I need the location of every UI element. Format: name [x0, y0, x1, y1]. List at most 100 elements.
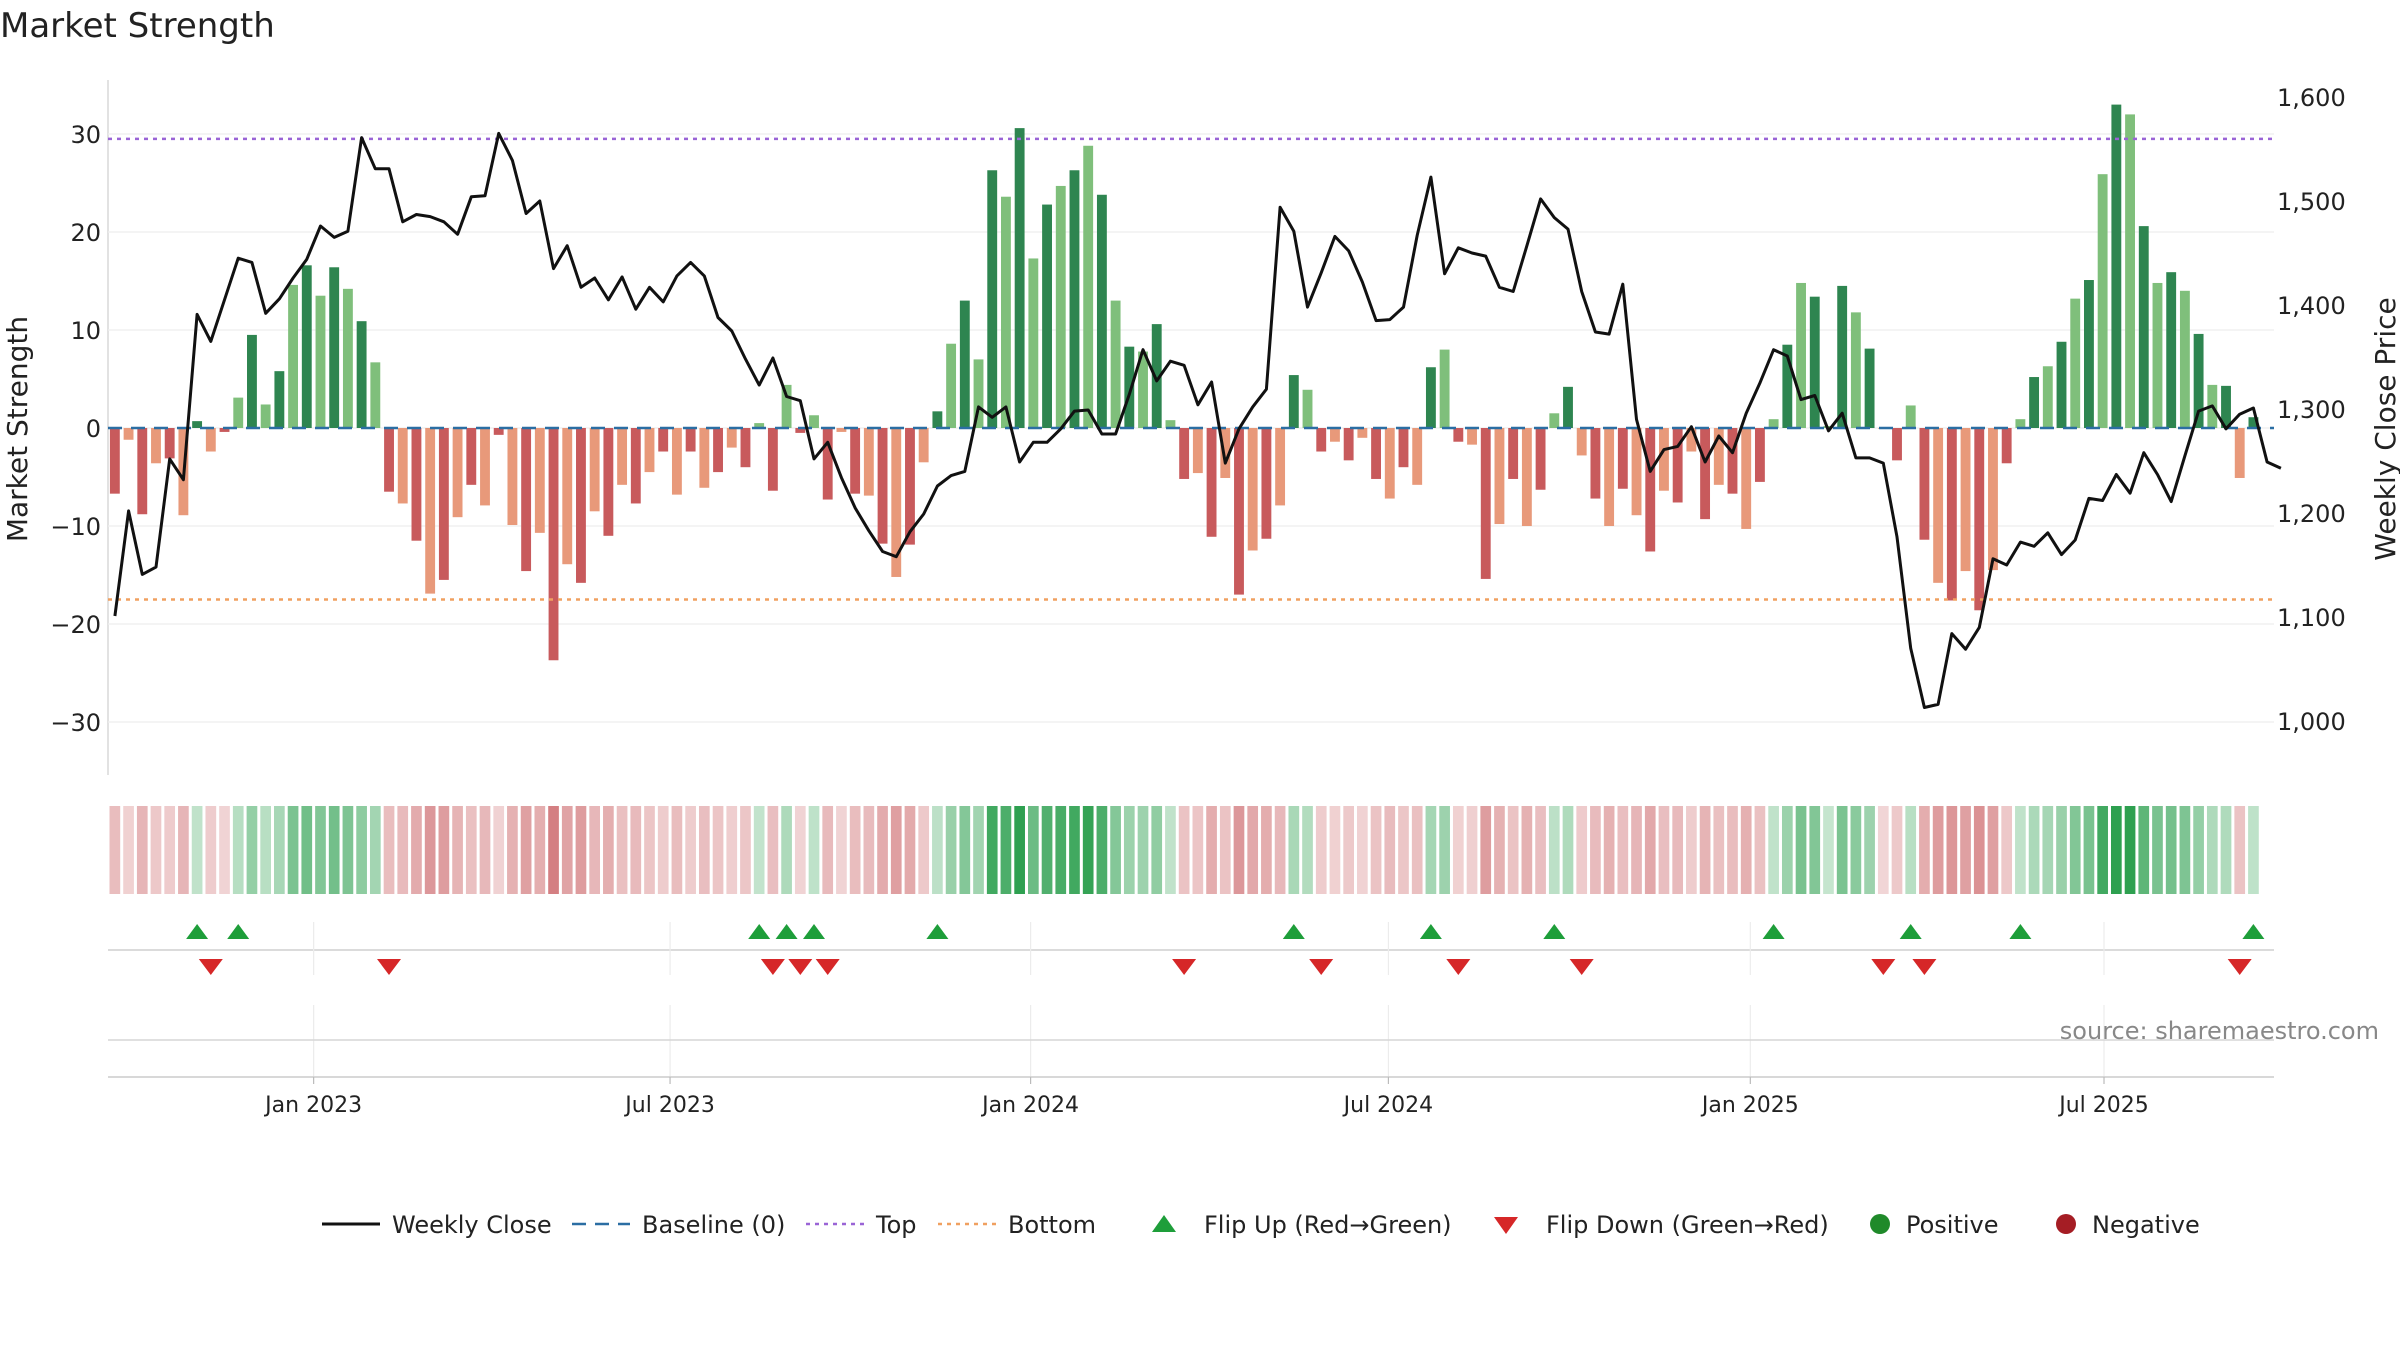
strength-bar	[1645, 428, 1656, 552]
heat-cell	[1219, 806, 1231, 894]
strength-bar	[288, 284, 298, 428]
strength-bar	[1988, 428, 1998, 571]
strength-bar	[1700, 428, 1711, 520]
heat-cell	[1535, 806, 1546, 894]
heat-cell	[1946, 806, 1958, 894]
x-tick-label: Jan 2025	[1700, 1093, 1799, 1118]
heat-cell	[1850, 806, 1862, 894]
legend-swatch-circle	[1870, 1214, 1890, 1234]
strength-bar	[247, 334, 257, 428]
strength-bar	[1796, 282, 1806, 428]
heat-cell	[644, 806, 655, 894]
heat-cell	[1932, 806, 1944, 894]
flip-up-marker	[227, 924, 250, 939]
heat-cell	[191, 806, 203, 894]
flip-up-marker	[1543, 924, 1566, 939]
heat-cell	[1672, 806, 1684, 894]
heat-cell	[1123, 806, 1135, 894]
heat-cell	[630, 806, 642, 894]
strength-bar	[1275, 428, 1286, 506]
strength-bar	[1439, 349, 1450, 428]
strength-bar	[233, 397, 244, 428]
strength-bar	[192, 421, 203, 428]
strength-bar	[1453, 428, 1464, 442]
chart-title: Market Strength	[0, 6, 275, 46]
heat-cell	[1398, 806, 1409, 894]
heat-cell	[548, 806, 559, 894]
strength-bar	[1055, 185, 1066, 428]
heat-cell	[836, 806, 847, 894]
strength-bar	[809, 415, 819, 428]
heat-cell	[2138, 806, 2150, 894]
flip-up-marker	[1419, 924, 1442, 939]
heat-cell	[150, 806, 162, 894]
flip-up-marker	[1282, 924, 1305, 939]
heat-cell	[1357, 806, 1368, 894]
flip-down-marker	[760, 959, 785, 975]
strength-bar	[466, 428, 477, 485]
legend-item: Top	[806, 1211, 917, 1239]
heat-cell	[1452, 806, 1464, 894]
heat-cell	[1590, 806, 1601, 894]
heat-cell	[1727, 806, 1738, 894]
strength-bar	[2015, 419, 2026, 428]
heat-cell	[2015, 806, 2026, 894]
strength-bar	[425, 428, 436, 594]
legend-item: Bottom	[938, 1211, 1096, 1239]
strength-bar	[1933, 428, 1944, 583]
y-tick-left: 10	[70, 317, 101, 345]
legend-label: Baseline (0)	[642, 1211, 785, 1239]
strength-bar	[959, 300, 970, 428]
heat-cell	[822, 806, 834, 894]
heat-cell	[1082, 806, 1094, 894]
heat-cell	[1329, 806, 1341, 894]
heat-cell	[520, 806, 532, 894]
heat-cell	[287, 806, 299, 894]
strength-bar	[822, 428, 833, 500]
flip-up-marker	[1899, 924, 1922, 939]
heat-cell	[411, 806, 422, 894]
strength-bar	[1192, 428, 1203, 474]
heat-cell	[2069, 806, 2081, 894]
heat-cell	[1521, 806, 1533, 894]
strength-bar	[1151, 324, 1162, 428]
heat-cell	[438, 806, 450, 894]
heat-cell	[2042, 806, 2054, 894]
strength-bar	[1480, 428, 1491, 579]
heat-cell	[904, 806, 916, 894]
heat-cell	[1370, 806, 1382, 894]
strength-bar	[2138, 226, 2149, 428]
heat-cell	[794, 806, 806, 894]
strength-bar	[1343, 428, 1354, 461]
strength-bar	[918, 428, 929, 463]
flip-down-marker	[2227, 959, 2252, 975]
heat-cell	[1823, 806, 1834, 894]
strength-bar	[2111, 104, 2122, 428]
strength-bar	[1617, 428, 1628, 489]
strength-bar	[1727, 428, 1738, 494]
strength-bar	[2084, 280, 2094, 428]
strength-bar	[1398, 428, 1409, 468]
heat-cell	[1028, 806, 1039, 894]
heat-cell	[1781, 806, 1793, 894]
strength-bar	[699, 428, 710, 488]
heat-cell	[260, 806, 271, 894]
strength-bar	[2029, 377, 2040, 428]
strength-bar	[836, 428, 847, 432]
heat-cell	[1836, 806, 1848, 894]
y-axis-left-label: Market Strength	[1, 316, 34, 542]
strength-bar	[1974, 428, 1985, 611]
strength-bar	[1028, 258, 1039, 428]
strength-bar	[2179, 290, 2190, 428]
strength-bar	[2193, 333, 2204, 428]
x-tick-label: Jul 2023	[623, 1093, 715, 1118]
legend-item: Positive	[1870, 1211, 1999, 1239]
strength-bar	[1261, 428, 1272, 539]
strength-bar	[1864, 348, 1875, 428]
legend-item: Flip Up (Red→Green)	[1152, 1211, 1452, 1239]
strength-bar	[1494, 428, 1505, 525]
strength-bar	[1686, 428, 1697, 452]
x-tick-label: Jan 2023	[263, 1093, 362, 1118]
heat-cell	[1644, 806, 1656, 894]
strength-bar	[1521, 428, 1532, 526]
